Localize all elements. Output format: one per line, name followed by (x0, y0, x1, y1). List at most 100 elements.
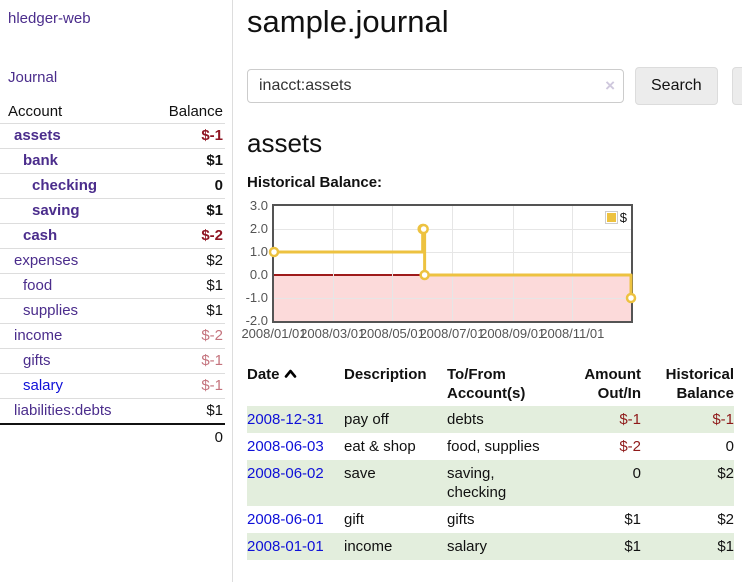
account-link-supplies[interactable]: supplies (23, 302, 79, 319)
register-row: 2008-12-31 pay off debts $-1 $-1 (247, 406, 734, 434)
account-link-expenses[interactable]: expenses (14, 252, 79, 269)
account-row: liabilities:debts $1 (0, 398, 225, 423)
account-balance-income: $-2 (201, 327, 223, 344)
register-cell-amount: $1 (624, 538, 641, 556)
chart-label: Historical Balance: (247, 174, 383, 192)
balance-series-line (268, 224, 637, 304)
register-cell-description: eat & shop (344, 438, 416, 456)
register-cell-description: pay off (344, 411, 389, 429)
register-cell-description: income (344, 538, 393, 556)
chart-legend: $ (604, 210, 627, 226)
y-axis-tick-label: -2.0 (245, 313, 268, 329)
help-button[interactable]: ? (731, 67, 742, 106)
legend-color-swatch (604, 211, 618, 225)
account-link-assets[interactable]: assets (14, 127, 61, 144)
accounts-total-row: 0 (0, 423, 225, 449)
account-row: assets $-1 (0, 123, 225, 148)
sidebar: hledger-web Journal Account Balance asse… (0, 0, 231, 449)
account-balance-cash: $-2 (201, 227, 223, 244)
legend-series-label: $ (619, 210, 627, 226)
account-link-checking[interactable]: checking (32, 177, 98, 194)
account-row: salary $-1 (0, 373, 225, 398)
app-brand-link[interactable]: hledger-web (8, 10, 91, 27)
account-link-liabilities-debts[interactable]: liabilities:debts (14, 402, 112, 419)
account-balance-expenses: $2 (206, 252, 223, 269)
clear-search-icon[interactable]: × (605, 76, 615, 96)
sidebar-divider (232, 0, 233, 582)
search-bar: × Search ? (247, 67, 742, 106)
y-axis-tick-label: 1.0 (249, 244, 268, 260)
transaction-date-link[interactable]: 2008-06-02 (247, 465, 324, 483)
register-col-historical-balance: Historical Balance (665, 366, 734, 403)
nav-journal-link[interactable]: Journal (8, 69, 58, 86)
account-row: bank $1 (0, 148, 225, 173)
transaction-date-link[interactable]: 2008-06-03 (247, 438, 324, 456)
register-cell-balance: $2 (717, 511, 734, 529)
register-cell-accounts: gifts (447, 511, 475, 529)
register-header: Date Description To/From Account(s) Amount … (247, 365, 734, 406)
register-cell-description: gift (344, 511, 365, 529)
account-link-saving[interactable]: saving (32, 202, 80, 219)
register-cell-accounts: food, supplies (447, 438, 540, 456)
accounts-col-balance: Balance (168, 103, 223, 120)
chart-vgridline (452, 206, 453, 322)
chart-plot-area: 3.0 2.0 1.0 0.0 -1.0 -2.0 2008/01/01 2008/03/01… (241, 198, 637, 341)
register-row: 2008-06-01 gift gifts $1 $2 (247, 506, 734, 533)
register-row: 2008-06-02 save saving, checking 0 $2 (247, 460, 734, 507)
search-input[interactable] (247, 69, 624, 104)
register-col-amount-out-in: Amount Out/In (584, 366, 641, 403)
register-cell-date: 2008-06-01 (247, 506, 344, 533)
register-cell-amount: $-2 (619, 438, 641, 456)
register-col-to-from-account-s: To/From Account(s) (447, 366, 526, 403)
account-link-gifts[interactable]: gifts (23, 352, 51, 369)
x-axis-tick-label: 2008/05/01 (359, 326, 425, 342)
account-balance-supplies: $1 (206, 302, 223, 319)
register-cell-amount: 0 (632, 465, 641, 483)
register-cell-balance: $-1 (712, 411, 734, 429)
register-cell-balance: 0 (725, 438, 734, 456)
sort-asc-icon (284, 370, 296, 379)
register-table: Date Description To/From Account(s) Amount … (247, 365, 734, 561)
register-row: 2008-01-01 income salary $1 $1 (247, 533, 734, 561)
x-axis-tick-label: 2008/03/01 (300, 326, 366, 342)
main-content: sample.journal × Search ? assets Histori… (241, 0, 742, 561)
account-link-bank[interactable]: bank (23, 152, 59, 169)
account-link-income[interactable]: income (14, 327, 63, 344)
x-axis-tick-label: 2008/07/01 (419, 326, 485, 342)
account-title: assets (247, 128, 323, 159)
account-balance-liabilities-debts: $1 (206, 402, 223, 419)
register-cell-balance: $1 (717, 538, 734, 556)
register-col-description: Description (344, 366, 427, 384)
accounts-col-account: Account (8, 103, 63, 120)
chart-vgridline (572, 206, 574, 322)
x-axis-tick-label: 2008/09/01 (480, 326, 546, 342)
transaction-date-link[interactable]: 2008-01-01 (247, 538, 324, 556)
search-button[interactable]: Search (635, 67, 718, 106)
register-cell-date: 2008-06-02 (247, 460, 344, 506)
historical-balance-chart: 3.0 2.0 1.0 0.0 -1.0 -2.0 2008/01/01 2008/03/01… (241, 198, 742, 348)
accounts-total-value: 0 (214, 429, 223, 446)
y-axis-tick-label: 0.0 (249, 267, 268, 283)
account-link-food[interactable]: food (23, 277, 53, 294)
account-row: food $1 (0, 273, 225, 298)
register-cell-accounts: debts (447, 411, 484, 429)
register-cell-balance: $2 (717, 465, 734, 483)
account-link-salary[interactable]: salary (23, 377, 64, 394)
transaction-date-link[interactable]: 2008-06-01 (247, 511, 324, 529)
y-axis-tick-label: 2.0 (249, 221, 268, 237)
accounts-table: Account Balance assets $-1 bank $1 checking 0… (0, 100, 225, 449)
page-title: sample.journal (247, 4, 449, 39)
accounts-table-header: Account Balance (0, 100, 225, 123)
x-axis-tick-label: 2008/01/01 (241, 326, 307, 342)
chart-vgridline (392, 206, 394, 322)
chart-vgridline (512, 206, 514, 322)
transaction-date-link[interactable]: 2008-12-31 (247, 411, 324, 429)
account-row: expenses $2 (0, 248, 225, 273)
register-col-date[interactable]: Date (247, 365, 344, 403)
x-axis-tick-label: 2008/11/01 (540, 326, 605, 342)
register-cell-amount: $1 (624, 511, 641, 529)
account-link-cash[interactable]: cash (23, 227, 58, 244)
account-balance-salary: $-1 (201, 377, 223, 394)
account-balance-food: $1 (206, 277, 223, 294)
account-row: cash $-2 (0, 223, 225, 248)
